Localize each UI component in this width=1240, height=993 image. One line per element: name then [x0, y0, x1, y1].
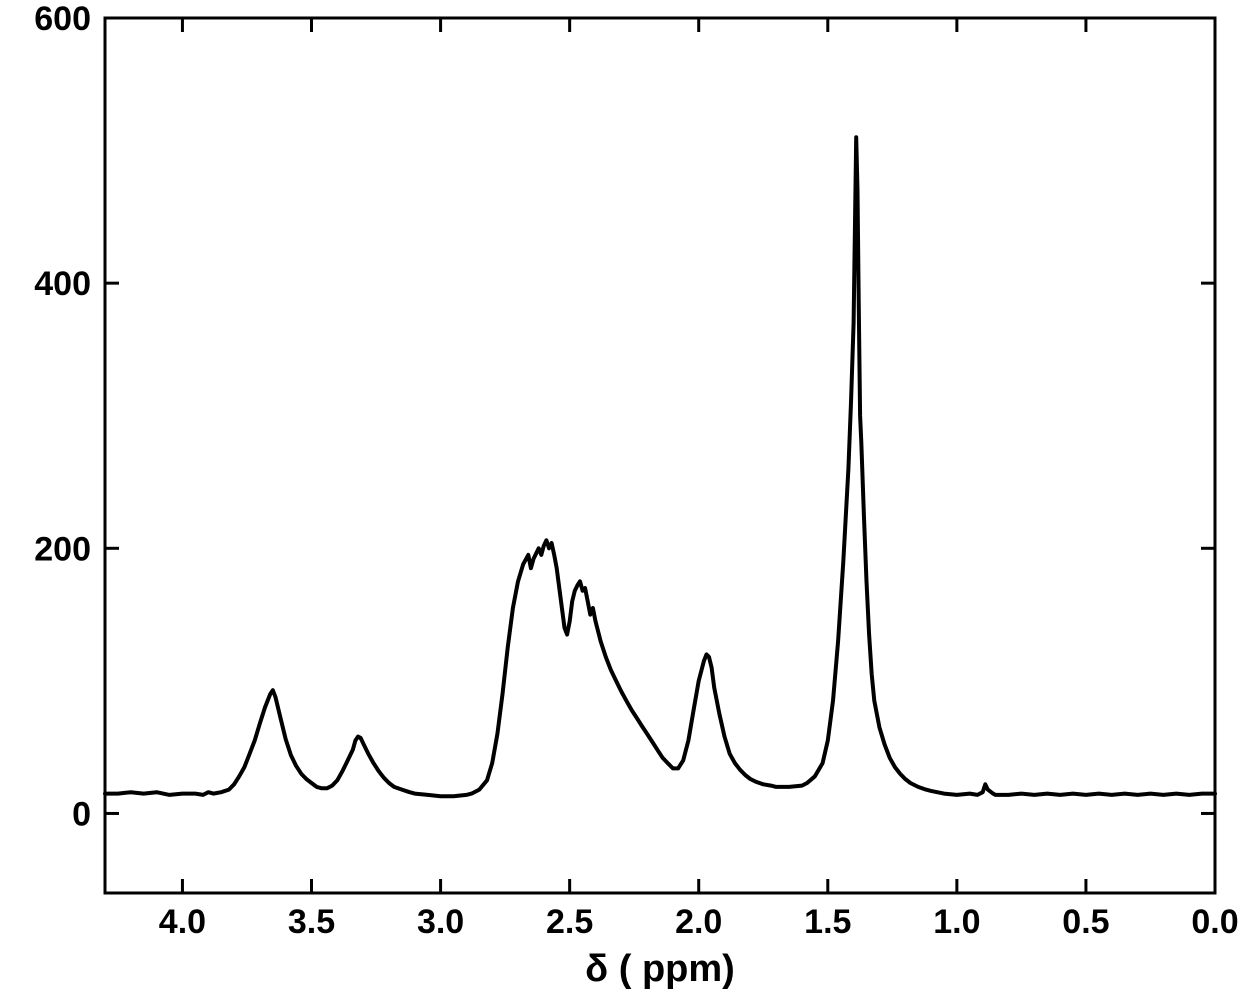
nmr-chart: 4.0 3.5 3.0 2.5 2.0 1.5 1.0 0.5 0.0 0 200 400 600 δ (…	[0, 0, 1240, 993]
x-tick-label: 1.5	[804, 903, 851, 941]
x-tick-label: 0.0	[1191, 903, 1238, 941]
x-axis-title: δ ( ppm)	[585, 948, 735, 990]
x-tick-label: 3.5	[288, 903, 335, 941]
chart-svg: 4.0 3.5 3.0 2.5 2.0 1.5 1.0 0.5 0.0 0 200 400 600 δ (…	[0, 0, 1240, 993]
x-tick-label: 0.5	[1062, 903, 1109, 941]
x-tick-label: 1.0	[933, 903, 980, 941]
x-tick-label: 2.5	[546, 903, 593, 941]
y-tick-label: 200	[34, 530, 91, 568]
x-tick-label: 4.0	[159, 903, 206, 941]
y-tick-label: 400	[34, 265, 91, 303]
y-tick-label: 0	[72, 795, 91, 833]
x-tick-label: 2.0	[675, 903, 722, 941]
x-tick-label: 3.0	[417, 903, 464, 941]
y-tick-label: 600	[34, 0, 91, 38]
